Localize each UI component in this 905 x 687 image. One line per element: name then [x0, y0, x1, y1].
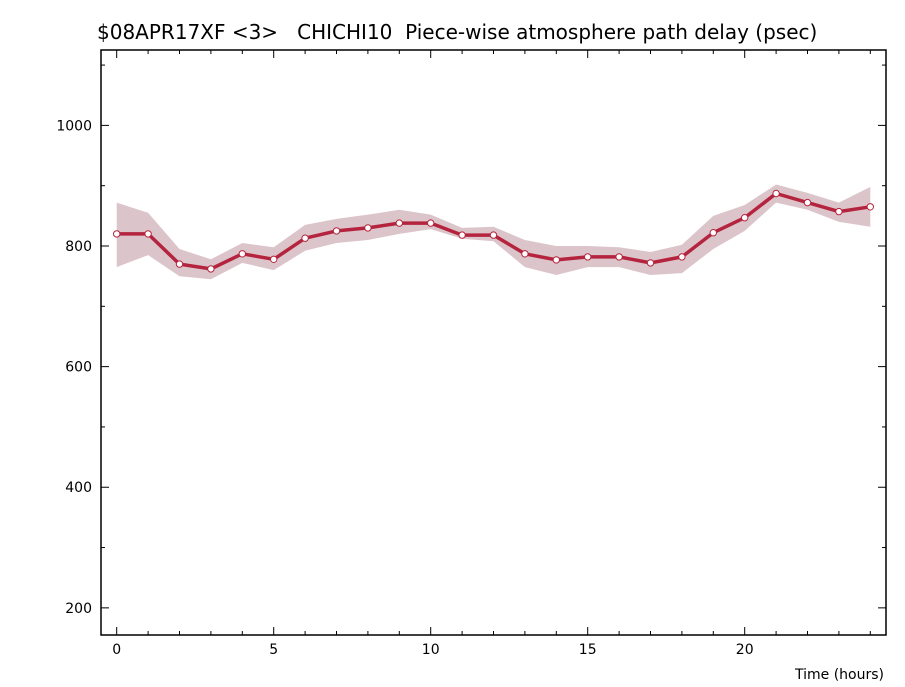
data-point	[835, 207, 843, 216]
data-point	[113, 230, 121, 238]
x-tick-label: 20	[736, 642, 754, 658]
data-point	[584, 253, 592, 261]
data-point	[489, 231, 498, 239]
y-tick-label: 200	[65, 601, 92, 617]
x-tick-label: 10	[422, 642, 440, 658]
x-axis-label: Time (hours)	[794, 667, 884, 683]
data-point	[521, 250, 529, 258]
data-point	[238, 250, 247, 258]
tick-label-layer: 0 5 10 15 20 200 400 600 800 1000	[56, 118, 753, 658]
data-point	[552, 256, 560, 264]
data-point	[803, 198, 812, 207]
data-point	[207, 265, 215, 273]
data-point	[741, 214, 749, 222]
data-point	[866, 203, 874, 211]
data-point	[270, 255, 278, 263]
data-point	[678, 253, 686, 261]
plot-frame	[100, 49, 887, 636]
data-point	[144, 230, 152, 238]
data-point	[175, 260, 184, 268]
data-point	[395, 219, 403, 227]
x-tick-label: 15	[579, 642, 597, 658]
data-point	[615, 253, 623, 261]
x-tick-label: 0	[112, 642, 121, 658]
data-point	[427, 219, 435, 227]
x-tick-label: 5	[269, 642, 278, 658]
chart-title: $08APR17XF <3> CHICHI10 Piece-wise atmos…	[97, 20, 817, 44]
data-point	[709, 229, 717, 237]
data-point	[332, 227, 341, 235]
y-tick-label: 600	[65, 360, 92, 376]
y-tick-label: 800	[65, 239, 92, 255]
data-point	[364, 224, 372, 232]
data-point	[301, 234, 309, 242]
data-point	[772, 189, 780, 198]
data-point	[646, 259, 655, 267]
marker-layer	[113, 189, 874, 273]
tick-layer	[101, 50, 886, 635]
y-tick-label: 1000	[56, 118, 92, 134]
y-tick-label: 400	[65, 480, 92, 496]
data-point	[458, 231, 466, 239]
